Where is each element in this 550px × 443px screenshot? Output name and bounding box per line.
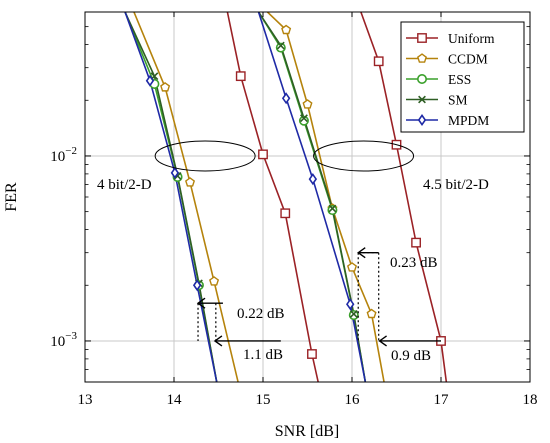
y-tick-exponent: −3 xyxy=(65,330,77,342)
series-line-sm xyxy=(124,12,218,382)
arrow-09db-head xyxy=(378,335,387,347)
legend-label-mpdm: MPDM xyxy=(448,113,489,128)
arrow-11db-head xyxy=(213,335,223,347)
marker-cross xyxy=(349,309,358,318)
series-line-mpdm xyxy=(124,12,218,382)
arrow-022db-head xyxy=(196,297,206,309)
marker-diamond xyxy=(170,166,180,179)
marker-cross-stroke xyxy=(276,41,285,50)
marker-pentagon xyxy=(281,24,292,35)
marker-pentagon xyxy=(209,276,220,286)
annotation-09db: 0.9 dB xyxy=(391,348,431,364)
y-tick-base: 10 xyxy=(50,334,65,350)
arrow-023db-head xyxy=(357,247,366,259)
marker-circle xyxy=(275,42,286,53)
y-tick-label: 10−2 xyxy=(50,145,77,165)
marker-circle xyxy=(348,310,359,321)
marker-cross xyxy=(328,204,337,213)
legend: Uniform CCDM ESS SM MPDM xyxy=(400,21,525,133)
x-tick-label: 16 xyxy=(345,392,361,408)
y-axis-label: FER xyxy=(3,182,20,212)
marker-cross xyxy=(276,41,285,50)
marker-cross-stroke xyxy=(328,204,337,213)
marker-pentagon xyxy=(346,262,358,272)
x-tick-label: 15 xyxy=(256,392,271,408)
marker-cross-stroke xyxy=(300,114,308,123)
marker-circle xyxy=(298,115,309,126)
marker-square xyxy=(258,149,268,160)
x-tick-label: 18 xyxy=(523,392,538,408)
y-tick-label: 10−3 xyxy=(50,330,77,350)
marker-cross xyxy=(300,114,308,123)
marker-diamond xyxy=(308,173,318,186)
series-lines xyxy=(124,12,448,382)
series-markers xyxy=(145,24,446,359)
group-ellipse-4p5bit xyxy=(313,140,415,172)
series-line-ccdm xyxy=(133,12,239,382)
marker-pentagon xyxy=(302,99,313,109)
group-label-4bit: 4 bit/2-D xyxy=(97,177,152,193)
legend-label-uniform: Uniform xyxy=(448,31,495,46)
marker-diamond xyxy=(417,113,427,127)
series-line-mpdm xyxy=(257,12,367,382)
y-tick-exponent: −2 xyxy=(65,145,77,157)
marker-cross-stroke xyxy=(349,309,358,318)
marker-cross-stroke xyxy=(418,95,426,104)
group-label-4p5bit: 4.5 bit/2-D xyxy=(423,177,489,193)
marker-diamond xyxy=(346,298,355,311)
marker-pentagon xyxy=(160,82,171,92)
annotations xyxy=(154,140,441,347)
marker-square xyxy=(417,33,427,43)
group-ellipse-4bit xyxy=(154,140,256,172)
series-line-ess xyxy=(124,12,218,382)
series-line-uniform xyxy=(360,12,448,382)
legend-label-ccdm: CCDM xyxy=(448,52,488,67)
annotation-022db: 0.22 dB xyxy=(237,306,285,322)
y-tick-base: 10 xyxy=(50,149,65,165)
series-line-sm xyxy=(257,12,367,382)
x-tick-label: 17 xyxy=(434,392,450,408)
marker-diamond xyxy=(192,279,202,292)
marker-diamond xyxy=(281,92,291,105)
x-tick-label: 13 xyxy=(78,392,93,408)
marker-circle xyxy=(327,205,338,216)
legend-label-ess: ESS xyxy=(448,72,471,87)
legend-label-sm: SM xyxy=(448,93,468,108)
marker-cross xyxy=(418,95,426,104)
marker-circle xyxy=(416,74,427,85)
marker-pentagon xyxy=(416,53,428,63)
marker-square xyxy=(307,349,317,359)
marker-square xyxy=(373,56,384,67)
marker-square xyxy=(411,237,421,248)
annotation-11db: 1.1 dB xyxy=(243,347,283,363)
marker-pentagon xyxy=(366,308,377,319)
marker-square xyxy=(235,71,246,82)
series-line-ccdm xyxy=(266,12,385,382)
series-line-uniform xyxy=(226,12,319,382)
marker-pentagon xyxy=(185,177,196,187)
marker-diamond xyxy=(145,74,155,87)
marker-square xyxy=(280,208,291,219)
series-line-ess xyxy=(257,12,367,382)
x-axis-label: SNR [dB] xyxy=(275,423,339,440)
annotation-023db: 0.23 dB xyxy=(390,255,438,271)
x-tick-label: 14 xyxy=(167,392,183,408)
